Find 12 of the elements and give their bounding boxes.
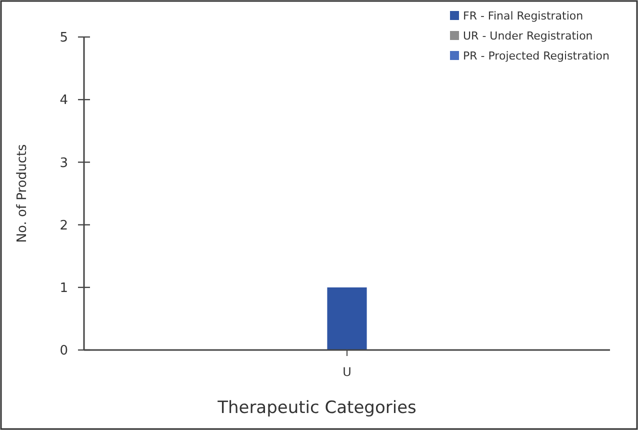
y-tick-label: 1 [60,280,68,296]
y-tick-label: 3 [60,156,68,171]
y-tick-label: 4 [60,93,68,108]
y-axis-title: No. of Products [15,144,30,243]
y-tick-label: 5 [60,30,68,46]
y-tick-label: 0 [60,344,68,359]
legend-label: UR - Under Registration [463,29,593,42]
legend-label: FR - Final Registration [463,9,584,22]
legend-label: PR - Projected Registration [463,49,610,62]
x-tick-label: U [342,365,352,379]
y-tick-label: 2 [60,218,68,234]
x-axis-title: Therapeutic Categories [216,398,417,418]
